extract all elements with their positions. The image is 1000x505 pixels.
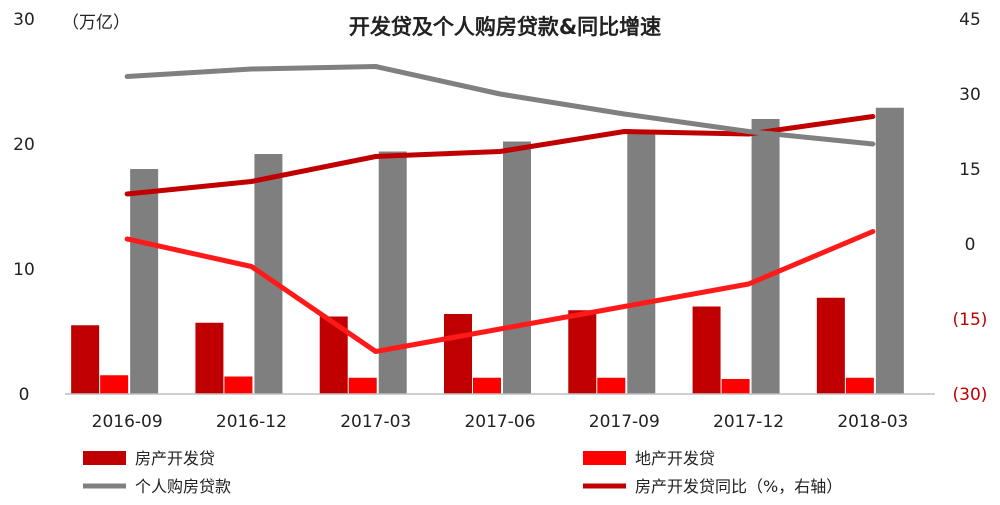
bar-1 [692,306,721,394]
line-series-2 [124,229,876,354]
bar-2 [348,377,377,394]
left-axis-ticks: 0 10 20 30 [13,10,35,405]
right-tick-label: (30) [953,385,988,405]
right-tick-label: 15 [959,160,981,180]
left-tick-label: 30 [13,10,35,30]
left-tick-label: 20 [13,135,35,155]
bar-3 [875,107,904,394]
right-tick-label: 45 [959,10,981,30]
legend-swatch [83,451,126,465]
chart-title: 开发贷及个人购房贷款&同比增速 [349,15,661,39]
bar-3 [130,169,159,394]
legend-label: 地产开发贷 [635,449,715,468]
bar-2 [224,376,253,394]
right-tick-label: 30 [959,85,981,105]
x-tick-label: 2017-12 [713,412,784,432]
x-tick-label: 2016-09 [92,412,163,432]
legend-swatch [583,451,626,465]
bar-2 [845,377,874,394]
line-series-3 [124,64,876,147]
bar-1 [568,310,597,394]
bar-2 [473,377,501,394]
bar-1 [816,297,845,394]
bar-1 [71,325,100,394]
x-axis-ticks: 2016-09 2016-12 2017-03 2017-06 2017-09 2017-… [92,412,909,432]
left-axis-unit: （万亿） [62,13,130,33]
bar-2 [597,377,626,394]
bar-series-group [71,107,904,394]
x-tick-label: 2017-06 [464,412,535,432]
bar-3 [751,119,780,394]
bar-2 [100,375,129,394]
line-series-group [124,64,876,354]
bar-3 [503,141,531,394]
left-tick-label: 10 [13,260,35,280]
bar-2 [721,379,750,394]
x-tick-label: 2018-03 [837,412,908,432]
bar-3 [378,151,407,394]
bar-3 [627,130,656,394]
right-axis-ticks: (30) (15) 0 15 30 45 [953,10,988,405]
legend-label: 个人购房贷款 [135,477,231,496]
bar-1 [195,322,224,394]
x-tick-label: 2017-09 [589,412,660,432]
legend-label: 房产开发贷同比（%，右轴） [635,477,842,496]
legend-label: 房产开发贷 [135,449,215,468]
left-tick-label: 0 [19,385,30,405]
right-tick-label: 0 [965,235,976,255]
x-tick-label: 2016-12 [216,412,287,432]
right-tick-label: (15) [953,310,988,330]
bar-1 [444,314,472,394]
x-tick-label: 2017-03 [340,412,411,432]
